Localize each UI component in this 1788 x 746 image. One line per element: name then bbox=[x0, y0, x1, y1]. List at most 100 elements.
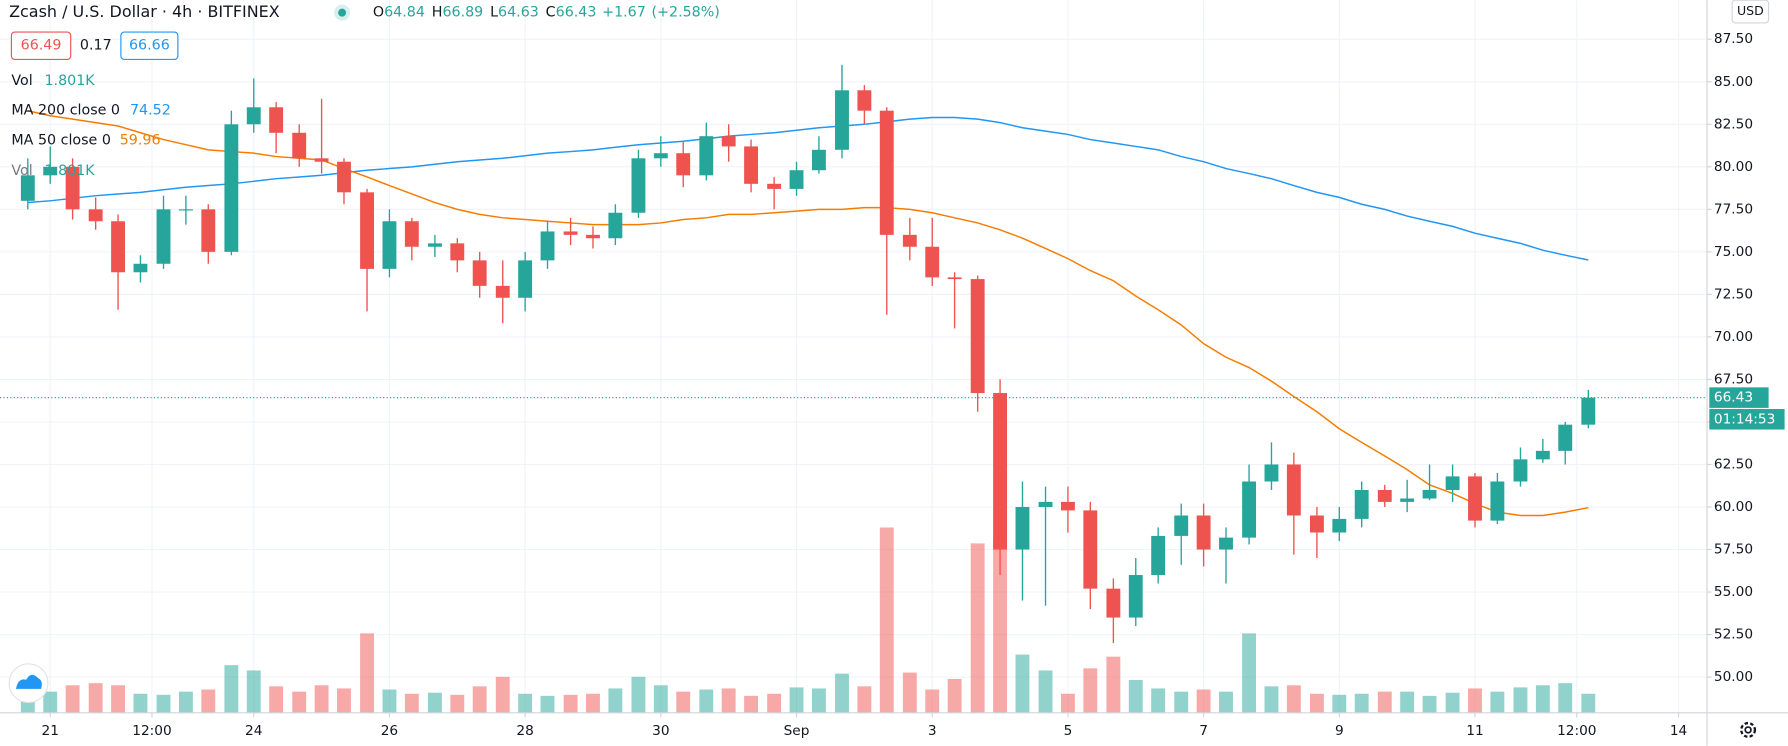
candle-body bbox=[563, 231, 578, 235]
gear bbox=[1740, 721, 1757, 738]
volume-bar bbox=[1196, 689, 1211, 713]
change: +1.67 bbox=[602, 5, 646, 21]
volume-bar bbox=[360, 633, 374, 713]
candle-body bbox=[1513, 459, 1528, 482]
ma-line bbox=[27, 116, 1589, 261]
candle-body bbox=[292, 132, 307, 159]
candle-body bbox=[857, 90, 872, 111]
x-tick-label: 12:00 bbox=[132, 723, 171, 739]
volume-legend-name: Vol bbox=[11, 73, 32, 89]
volume-bar bbox=[1581, 693, 1596, 713]
candle-body bbox=[1264, 464, 1279, 482]
volume-bar bbox=[472, 686, 487, 713]
volume-bar bbox=[1468, 688, 1482, 713]
ohlc-value: 66.43 bbox=[556, 5, 597, 21]
candle-body bbox=[925, 246, 940, 278]
volume-bar bbox=[811, 688, 826, 713]
candle-body bbox=[1015, 506, 1030, 550]
volume-bar bbox=[789, 687, 804, 713]
bid-price: 66.49 bbox=[21, 38, 62, 54]
volume-bar bbox=[970, 543, 985, 713]
candle-layer bbox=[20, 64, 1596, 644]
volume-bar bbox=[699, 689, 714, 713]
volume-bar bbox=[178, 691, 193, 713]
candle-body bbox=[1174, 515, 1189, 536]
volume-bar bbox=[1445, 692, 1460, 713]
candle-body bbox=[495, 285, 510, 298]
volume-bar bbox=[1264, 686, 1279, 713]
candle-body bbox=[1490, 481, 1505, 521]
volume-bar bbox=[902, 672, 917, 713]
volume-bar bbox=[133, 693, 148, 713]
bid-box[interactable] bbox=[10, 31, 72, 60]
candle-body bbox=[744, 146, 759, 184]
volume-legend-value: 1.801K bbox=[44, 73, 95, 89]
candle-body bbox=[1083, 510, 1098, 589]
candle-body bbox=[382, 221, 397, 269]
x-tick-label: 12:00 bbox=[1557, 723, 1596, 739]
volume-bar bbox=[1106, 656, 1121, 713]
grid bbox=[0, 0, 1708, 713]
volume-legend-name: Vol bbox=[11, 163, 32, 179]
candle-body bbox=[1286, 464, 1301, 516]
y-tick-label: 55.00 bbox=[1714, 584, 1753, 600]
volume-bar bbox=[246, 670, 261, 713]
logo-icon bbox=[15, 674, 42, 689]
volume-bar bbox=[201, 689, 216, 713]
volume-bar bbox=[653, 685, 668, 713]
candle-body bbox=[608, 212, 623, 239]
candle-body bbox=[88, 209, 103, 222]
candle-body bbox=[970, 279, 985, 394]
ask-price: 66.66 bbox=[129, 38, 170, 54]
volume-bar bbox=[1354, 693, 1369, 713]
candle-body bbox=[337, 161, 351, 193]
y-tick-label: 60.00 bbox=[1714, 499, 1753, 515]
candle-body bbox=[518, 260, 533, 298]
ma-legend-name: MA 50 close 0 bbox=[11, 132, 111, 148]
candle-body bbox=[879, 110, 894, 235]
candle-body bbox=[1422, 489, 1437, 499]
volume-bar bbox=[1038, 670, 1053, 713]
ma-legend-value: 74.52 bbox=[130, 103, 171, 119]
volume-bar bbox=[857, 686, 872, 713]
countdown: 01:14:53 bbox=[1714, 411, 1775, 427]
ohlc-value: 64.63 bbox=[498, 5, 539, 21]
y-tick-label: 52.50 bbox=[1714, 627, 1753, 643]
candle-body bbox=[1400, 498, 1415, 502]
candle-body bbox=[811, 149, 826, 171]
candle-body bbox=[1581, 397, 1596, 425]
volume-bar bbox=[563, 694, 578, 713]
volume-legend-value: 1.801K bbox=[44, 163, 95, 179]
y-tick-label: 57.50 bbox=[1714, 542, 1753, 558]
volume-bar bbox=[676, 691, 691, 713]
ask-box[interactable] bbox=[120, 31, 179, 60]
candle-body bbox=[1535, 450, 1550, 460]
volume-bar bbox=[608, 688, 623, 713]
volume-bar bbox=[721, 688, 736, 713]
settings-icon[interactable] bbox=[1740, 721, 1757, 738]
candle-body bbox=[178, 209, 193, 211]
x-tick-label: 3 bbox=[928, 723, 937, 739]
volume-bar bbox=[65, 685, 80, 713]
spread: 0.17 bbox=[80, 38, 112, 54]
chart-title: Zcash / U.S. Dollar · 4h · BITFINEX bbox=[9, 2, 280, 21]
volume-bar bbox=[1242, 633, 1257, 713]
candle-body bbox=[404, 221, 419, 247]
candle-body bbox=[789, 170, 804, 189]
candle-body bbox=[472, 260, 487, 286]
candle-body bbox=[111, 221, 125, 273]
ma-line bbox=[27, 110, 1589, 517]
ohlc-value: 66.89 bbox=[442, 5, 483, 21]
candle-body bbox=[1038, 501, 1053, 507]
volume-bar bbox=[1128, 679, 1143, 713]
x-tick-label: 14 bbox=[1670, 723, 1687, 739]
volume-bar bbox=[292, 691, 307, 713]
candle-body bbox=[721, 136, 736, 147]
y-tick-label: 85.00 bbox=[1714, 74, 1753, 90]
currency-box[interactable] bbox=[1731, 0, 1770, 24]
candle-body bbox=[1354, 489, 1369, 519]
volume-bar bbox=[43, 691, 58, 713]
ma-legend-value: 59.96 bbox=[120, 132, 161, 148]
volume-bar bbox=[586, 693, 600, 713]
